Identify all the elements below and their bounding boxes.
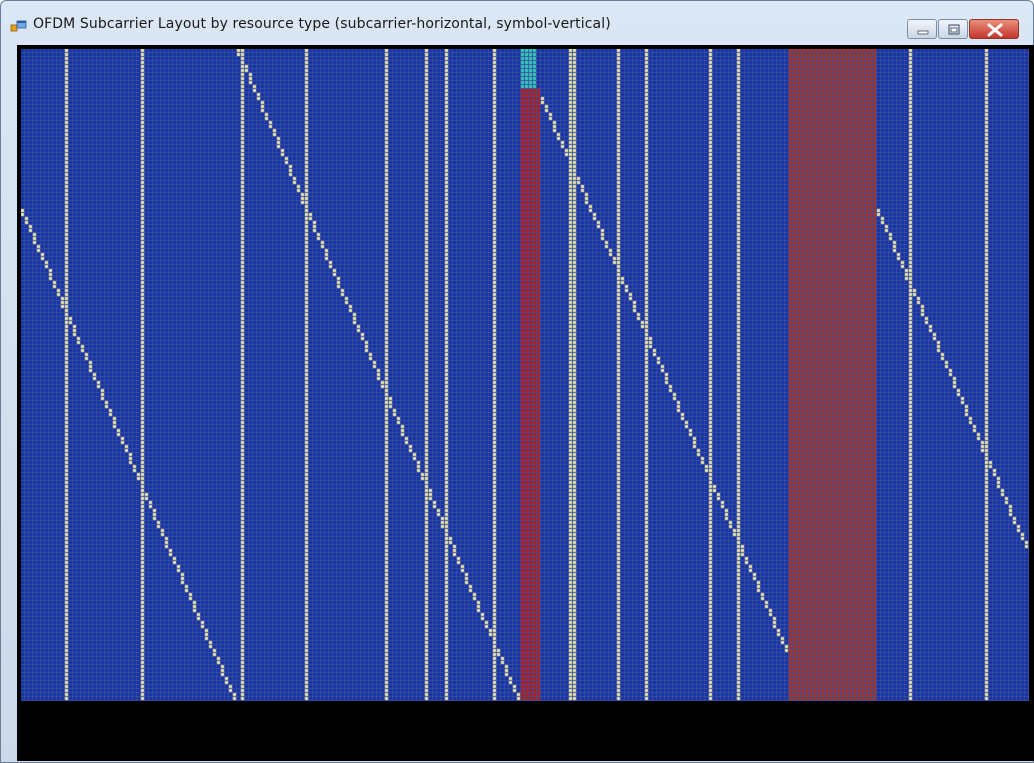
client-area	[17, 45, 1034, 761]
subcarrier-grid-canvas	[21, 49, 1029, 701]
title-bar[interactable]: OFDM Subcarrier Layout by resource type …	[1, 1, 1033, 39]
app-icon	[10, 20, 27, 32]
minimize-icon	[917, 30, 929, 35]
maximize-button[interactable]	[938, 19, 968, 39]
close-button[interactable]	[969, 19, 1019, 39]
window-title: OFDM Subcarrier Layout by resource type …	[33, 16, 611, 32]
minimize-button[interactable]	[907, 19, 937, 39]
maximize-icon	[948, 24, 960, 35]
close-icon	[987, 23, 1003, 37]
status-strip	[17, 707, 1034, 761]
